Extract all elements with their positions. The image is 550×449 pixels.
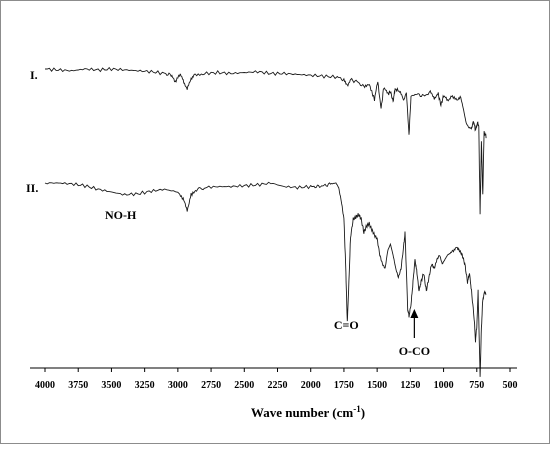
x-tick-label: 2500 xyxy=(234,380,254,391)
annotation-ester: O-CO xyxy=(399,344,430,358)
series-label-I: I. xyxy=(30,68,38,82)
x-axis-title-sup: -1 xyxy=(353,404,361,414)
x-tick-label: 1500 xyxy=(367,380,387,391)
x-tick-label: 3750 xyxy=(68,380,88,391)
x-tick-label: 3250 xyxy=(135,380,155,391)
x-axis-ticks: 4000 3750 3500 3250 3000 2750 2500 2250 2000 1750… xyxy=(35,368,518,391)
x-tick-label: 3000 xyxy=(168,380,188,391)
x-tick-label: 750 xyxy=(469,380,484,391)
series-line-II xyxy=(44,181,487,377)
series-line-I xyxy=(45,66,487,215)
x-tick-label: 500 xyxy=(503,380,518,391)
x-tick-label: 2250 xyxy=(268,380,288,391)
x-axis-title-close: ) xyxy=(361,405,365,420)
x-axis-title-main: Wave number (cm xyxy=(251,405,353,420)
x-tick-label: 3500 xyxy=(101,380,121,391)
x-tick-label: 2750 xyxy=(201,380,221,391)
x-axis-title: Wave number (cm-1) xyxy=(251,404,365,420)
x-tick-label: 1250 xyxy=(400,380,420,391)
series-label-II: II. xyxy=(26,181,38,195)
annotation-carbonyl: C=O xyxy=(334,318,359,332)
annotation-arrow-head xyxy=(410,309,419,318)
x-tick-label: 4000 xyxy=(35,380,55,391)
x-tick-label: 1750 xyxy=(334,380,354,391)
x-tick-label: 1000 xyxy=(434,380,454,391)
annotation-noh: NO-H xyxy=(105,208,137,222)
x-tick-label: 2000 xyxy=(301,380,321,391)
